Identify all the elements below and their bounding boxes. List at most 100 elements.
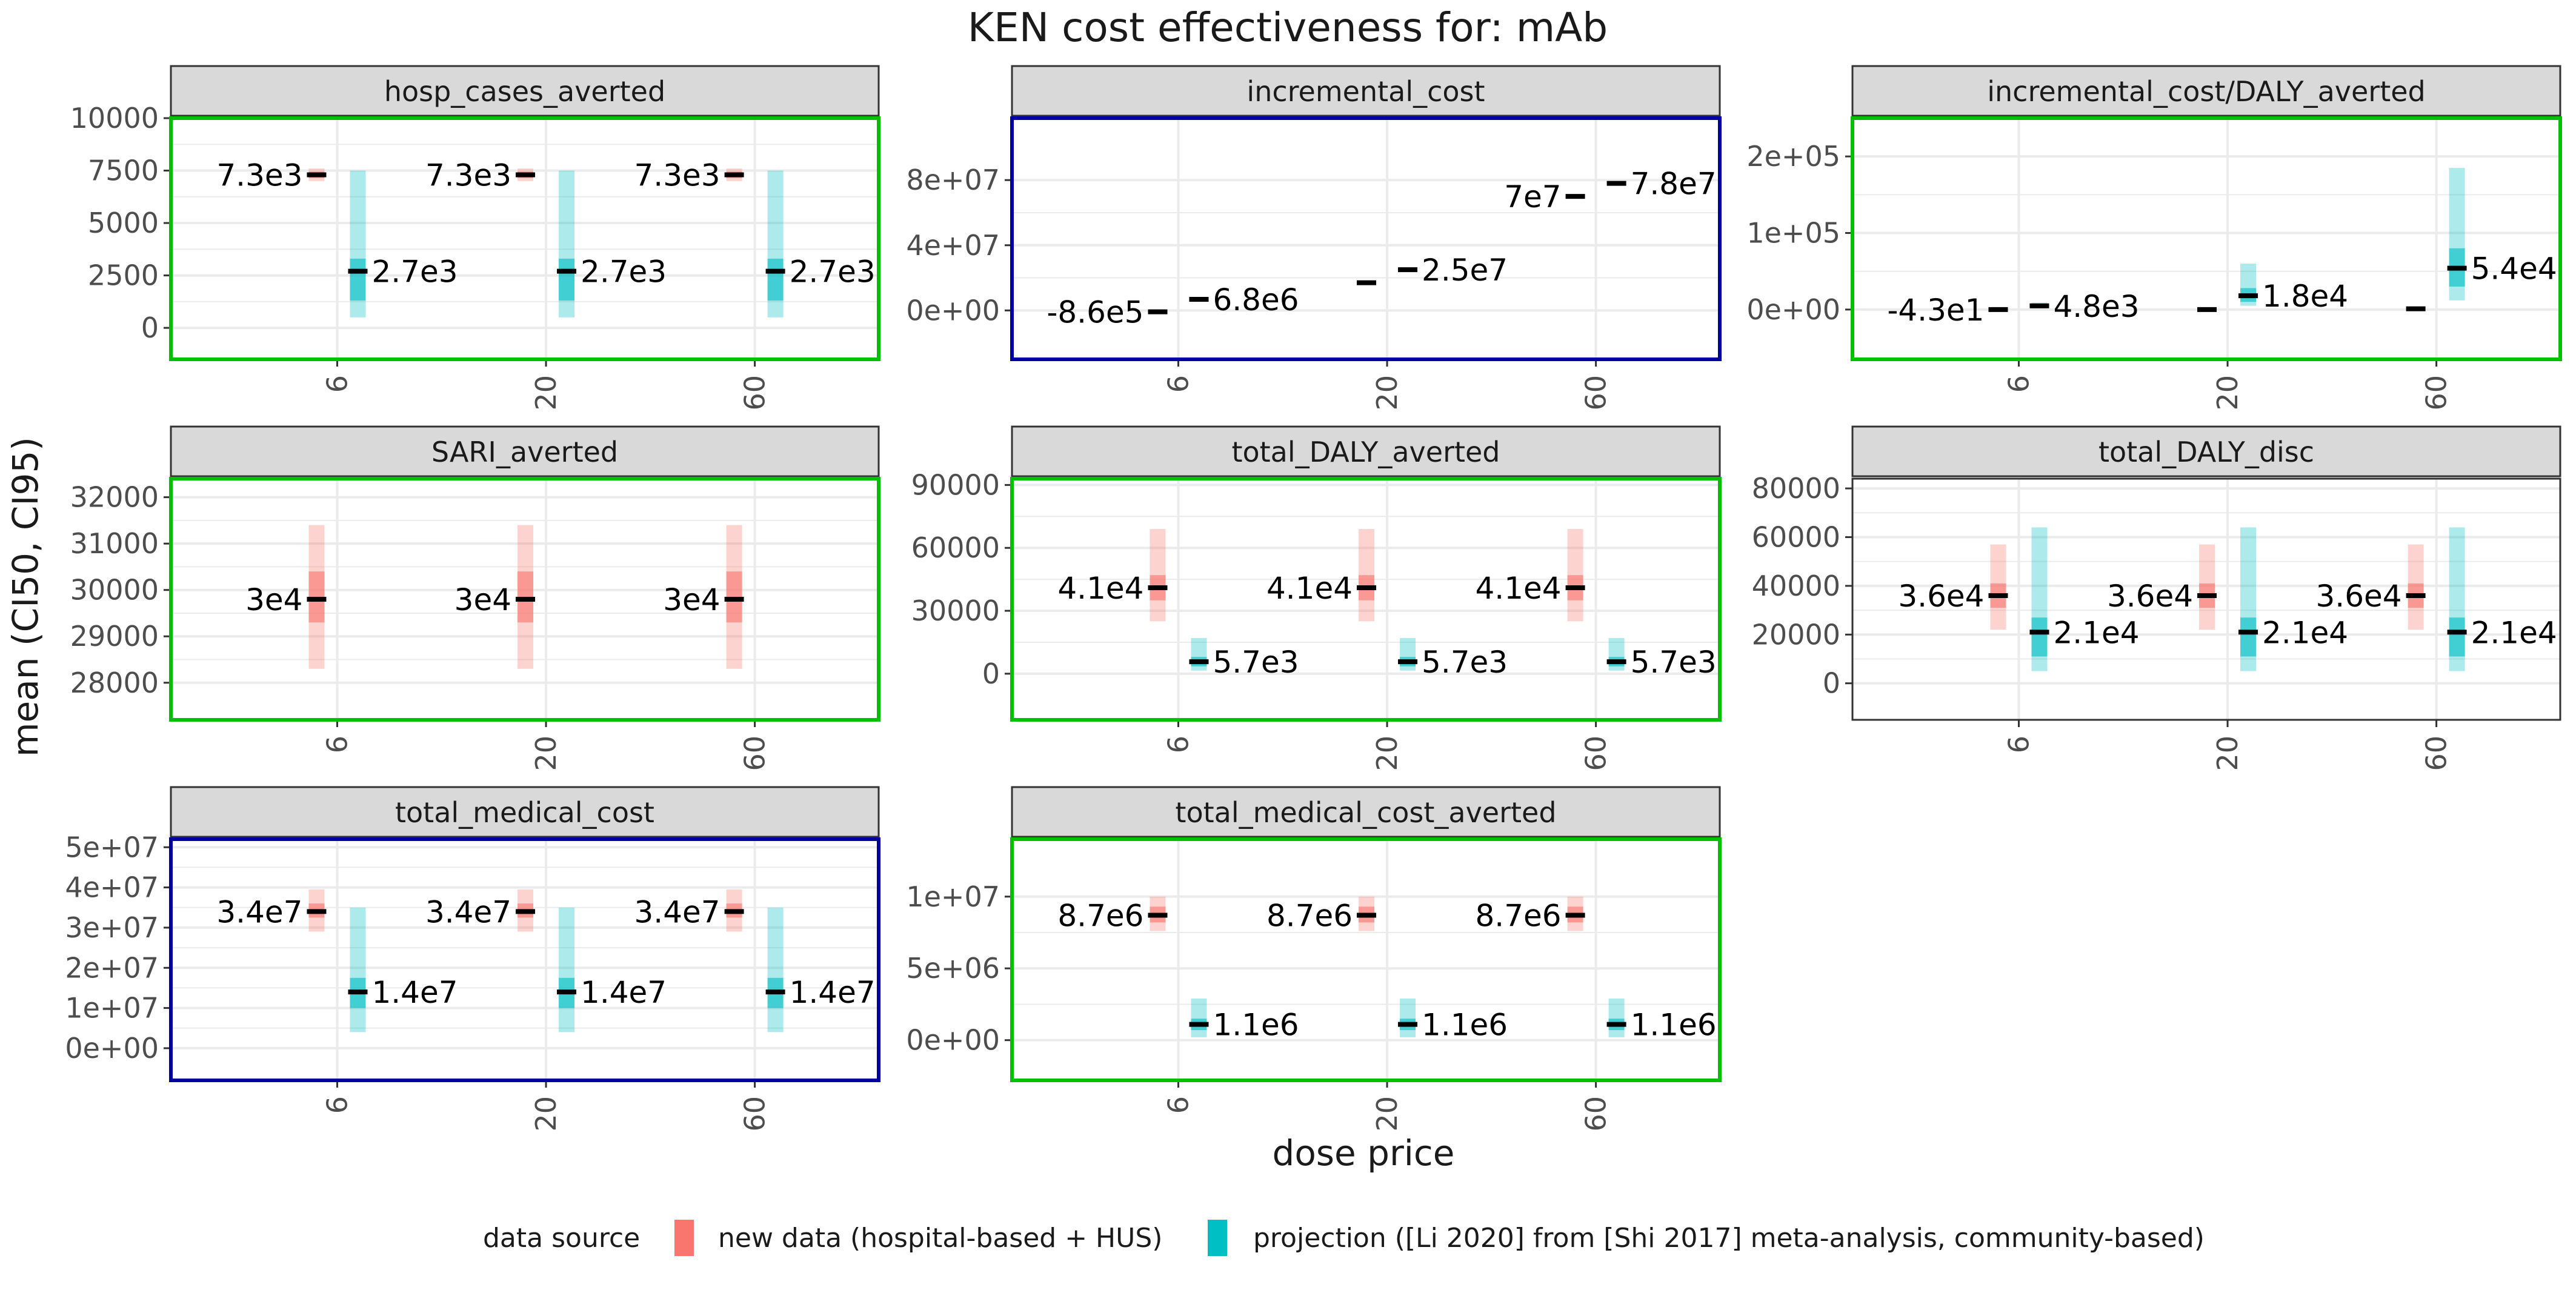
y-tick-label: 0e+00 <box>1746 293 1840 326</box>
data-label: 3e4 <box>454 582 511 617</box>
y-tick-label: 5000 <box>88 207 159 239</box>
y-tick-label: 1e+07 <box>906 880 1000 913</box>
panel-background <box>1852 118 2560 359</box>
x-tick-label: 20 <box>1371 1096 1403 1132</box>
panel-strip-label: total_DALY_averted <box>1231 436 1500 468</box>
data-label: -4.3e1 <box>1887 293 1984 328</box>
data-label: 3e4 <box>663 582 720 617</box>
y-tick-label: 5e+06 <box>906 952 1000 985</box>
x-tick-label: 20 <box>1371 375 1403 411</box>
panel-strip <box>170 425 880 477</box>
x-tick-label: 60 <box>739 736 771 771</box>
data-label: 2.1e4 <box>2471 615 2557 650</box>
y-tick-label: 80000 <box>1752 472 1840 505</box>
data-label: 1.8e4 <box>2262 279 2348 314</box>
series-new-data: 4.1e4 4.1e4 4.1e4 <box>1057 529 1585 622</box>
data-label: 3.4e7 <box>216 894 302 929</box>
data-label: 3.6e4 <box>2107 579 2193 614</box>
panel-background <box>171 118 879 359</box>
x-tick-label: 6 <box>321 375 353 393</box>
x-tick-label: 6 <box>1162 375 1194 393</box>
panel-strip <box>1011 65 1721 117</box>
panel-border <box>169 477 880 722</box>
y-tick-label: 0e+00 <box>906 1024 1000 1057</box>
data-label: 5.7e3 <box>1422 645 1508 680</box>
ci95-bar <box>767 907 784 1032</box>
panel-background <box>171 839 879 1080</box>
data-label: 6.8e6 <box>1213 282 1299 318</box>
panel-border <box>169 116 880 361</box>
x-tick-label: 60 <box>1580 375 1612 411</box>
data-label: 4.1e4 <box>1266 571 1353 606</box>
x-tick-label: 6 <box>321 1096 353 1114</box>
series-projection: 1.4e7 1.4e7 1.4e7 <box>348 907 876 1032</box>
data-label: 2.7e3 <box>581 254 667 290</box>
legend: data source new data (hospital-based + H… <box>483 1220 2205 1256</box>
y-tick-label: 3e+07 <box>65 911 159 944</box>
data-label: 7.3e3 <box>634 158 721 193</box>
y-tick-label: 29000 <box>70 620 159 653</box>
data-label: 7.3e3 <box>425 158 511 193</box>
data-label: 1.1e6 <box>1631 1008 1717 1043</box>
panel-border <box>1851 477 2561 721</box>
series-new-data: 3e4 3e4 3e4 <box>245 525 744 669</box>
series-new-data: -4.3e1 <box>1887 293 2426 328</box>
data-label: 5.7e3 <box>1631 645 1717 680</box>
data-label: 8.7e6 <box>1266 899 1353 934</box>
panel-strip <box>1011 786 1721 838</box>
panel-total-medical-cost-averted: total_medical_cost_averted 0e+00 5e+06 1e+0… <box>906 786 1722 1132</box>
data-label: 4.1e4 <box>1057 571 1143 606</box>
panel-total-daly-averted: total_DALY_averted 0 30000 60000 90000 6 20 60 4… <box>911 425 1722 771</box>
chart-title: KEN cost effectiveness for: mAb <box>968 4 1608 51</box>
data-label: 5.4e4 <box>2471 251 2557 287</box>
data-label: 1.1e6 <box>1422 1008 1508 1043</box>
data-label: 3.6e4 <box>2316 579 2402 614</box>
panel-border <box>169 837 880 1082</box>
x-tick-label: 20 <box>530 1096 562 1132</box>
ci95-bar <box>350 907 366 1032</box>
panel-sari-averted: SARI_averted 28000 29000 30000 31000 32000 6 20… <box>70 425 880 771</box>
panel-background <box>1012 839 1720 1080</box>
facet-panels: hosp_cases_averted 0 2500 5000 7500 10000 6 20 6… <box>65 65 2562 1132</box>
panel-strip-label: total_medical_cost <box>395 796 654 829</box>
panel-strip <box>1851 425 2561 477</box>
panel-strip-label: total_DALY_disc <box>2098 436 2314 468</box>
data-label: 2.7e3 <box>371 254 458 290</box>
panel-strip-label: incremental_cost/DALY_averted <box>1987 75 2426 108</box>
data-label: 5.7e3 <box>1213 645 1299 680</box>
data-label: 2.7e3 <box>790 254 876 290</box>
series-projection: 5.7e3 5.7e3 5.7e3 <box>1189 638 1717 680</box>
data-label: 2.1e4 <box>2262 615 2348 650</box>
y-tick-label: 2500 <box>88 259 159 292</box>
legend-swatch-new-data <box>674 1220 694 1256</box>
panel-border <box>1851 116 2562 361</box>
panel-strip <box>170 786 880 838</box>
data-label: 3.6e4 <box>1898 579 1984 614</box>
y-tick-label: 5e+07 <box>65 831 159 863</box>
data-label: 7e7 <box>1504 179 1561 214</box>
series-projection: 2.1e4 2.1e4 2.1e4 <box>2029 527 2557 671</box>
panel-border <box>1010 477 1722 722</box>
ci50-bar <box>767 258 784 301</box>
x-tick-label: 60 <box>739 1096 771 1132</box>
panel-strip <box>1011 425 1721 477</box>
x-tick-label: 6 <box>2002 736 2035 753</box>
x-tick-label: 20 <box>2211 736 2244 771</box>
x-tick-label: 60 <box>739 375 771 411</box>
series-new-data: 3.4e7 3.4e7 3.4e7 <box>216 889 744 932</box>
legend-swatch-projection <box>1208 1220 1227 1256</box>
legend-label-projection: projection ([Li 2020] from [Shi 2017] me… <box>1253 1223 2205 1254</box>
panel-incremental-cost: incremental_cost 0e+00 4e+07 8e+07 6 20 60 -8.6… <box>906 65 1722 411</box>
data-label: -8.6e5 <box>1047 295 1143 330</box>
series-projection: 4.8e3 1.8e4 5.4e4 <box>2029 168 2557 324</box>
data-label: 3.4e7 <box>425 894 511 929</box>
y-tick-label: 7500 <box>88 155 159 187</box>
y-tick-label: 28000 <box>70 667 159 699</box>
y-tick-label: 30000 <box>70 574 159 607</box>
data-label: 7.3e3 <box>216 158 302 193</box>
series-new-data: 3.6e4 3.6e4 3.6e4 <box>1898 544 2426 630</box>
y-tick-label: 10000 <box>70 102 159 135</box>
x-tick-label: 60 <box>1580 736 1612 771</box>
